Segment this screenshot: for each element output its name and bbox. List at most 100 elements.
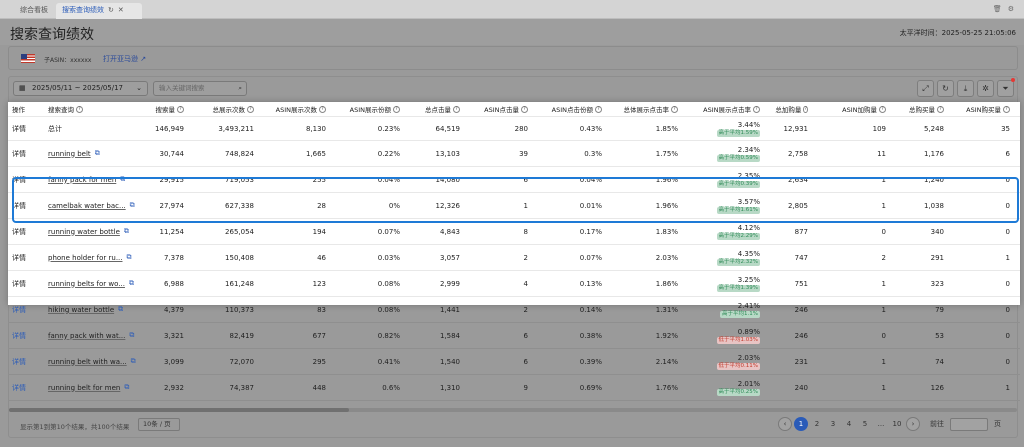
external-link-icon[interactable]: ⧉	[126, 253, 132, 261]
page-size-select[interactable]: 10条 / 页	[138, 418, 180, 431]
column-header[interactable]: 搜索量?	[152, 102, 184, 116]
search-query[interactable]: hiking water bottle ⧉	[48, 305, 124, 314]
external-link-icon[interactable]: ⧉	[129, 201, 135, 209]
cell-acart: 0	[881, 331, 886, 340]
settings-icon[interactable]: ⚙	[1007, 5, 1014, 13]
detail-link[interactable]: 详情	[12, 253, 26, 262]
close-icon[interactable]: ✕	[117, 6, 124, 14]
page-number[interactable]: ...	[877, 420, 885, 428]
filter-icon[interactable]: ⏷	[997, 78, 1015, 97]
external-link-icon[interactable]: ⧉	[94, 149, 100, 157]
column-header[interactable]: 总体展示点击率?	[614, 102, 678, 116]
reload-icon[interactable]: ↻	[937, 80, 954, 97]
help-icon[interactable]: ?	[76, 105, 83, 113]
help-icon[interactable]: ?	[937, 105, 944, 113]
help-icon[interactable]: ?	[453, 105, 460, 113]
cell-ashare: 0.6%	[382, 383, 400, 392]
column-header[interactable]: 总购买量?	[900, 102, 944, 116]
help-icon[interactable]: ?	[1003, 105, 1010, 113]
column-header[interactable]: ASIN点击量?	[474, 102, 528, 116]
search-query[interactable]: phone holder for ru... ⧉	[48, 253, 132, 262]
search-query[interactable]: running belts for wo... ⧉	[48, 279, 134, 288]
refresh-icon[interactable]: ↻	[108, 6, 114, 14]
page-number[interactable]: 1	[794, 417, 808, 431]
detail-link[interactable]: 详情	[12, 383, 26, 392]
help-icon[interactable]: ?	[177, 105, 184, 113]
help-icon[interactable]: ?	[393, 105, 400, 113]
search-query[interactable]: camelbak water bac... ⧉	[48, 201, 135, 210]
open-amazon-link[interactable]: 打开亚马逊 ↗	[103, 55, 147, 63]
column-header[interactable]: ASIN加购量?	[826, 102, 886, 116]
column-header[interactable]: 总展示次数?	[200, 102, 254, 116]
horizontal-scrollbar[interactable]	[9, 408, 1017, 412]
help-icon[interactable]: ?	[879, 105, 886, 113]
calendar-icon: ▦	[19, 84, 26, 92]
column-header[interactable]: ASIN点击份额?	[542, 102, 602, 116]
goto-page-input[interactable]	[950, 417, 988, 431]
help-icon[interactable]: ?	[521, 105, 528, 113]
cell-actr: 3.44% 高于平均1.59%	[716, 120, 760, 137]
page-number[interactable]: 5	[862, 420, 868, 428]
cell-acshare: 0.07%	[579, 253, 602, 262]
external-link-icon[interactable]: ⧉	[123, 227, 129, 235]
page-number[interactable]: 2	[814, 420, 820, 428]
prev-page-button[interactable]: ‹	[778, 417, 792, 431]
cell-imp: 627,338	[225, 201, 254, 210]
column-header[interactable]: ASIN展示点击率?	[692, 102, 760, 116]
search-query[interactable]: running belt for men ⧉	[48, 383, 130, 392]
help-icon[interactable]: ?	[753, 105, 760, 113]
column-header[interactable]: ASIN展示份额?	[338, 102, 400, 116]
page-number[interactable]: 10	[892, 420, 902, 428]
search-query[interactable]: running belt with wa... ⧉	[48, 357, 136, 366]
page-number[interactable]: 4	[846, 420, 852, 428]
detail-link[interactable]: 详情	[12, 149, 26, 158]
date-range-picker[interactable]: ▦ 2025/05/11 ~ 2025/05/17 ⌄	[13, 81, 148, 96]
detail-link[interactable]: 详情	[12, 279, 26, 288]
detail-link[interactable]: 详情	[12, 124, 26, 133]
tab-dashboard[interactable]: 综合看板	[20, 6, 48, 14]
detail-link[interactable]: 详情	[12, 305, 26, 314]
next-page-button[interactable]: ›	[906, 417, 920, 431]
detail-link[interactable]: 详情	[12, 175, 26, 184]
help-icon[interactable]: ?	[595, 105, 602, 113]
help-icon[interactable]: ?	[803, 105, 808, 113]
external-link-icon[interactable]: ⧉	[129, 331, 135, 339]
help-icon[interactable]: ?	[319, 105, 326, 113]
external-link-icon[interactable]: ⧉	[118, 305, 124, 313]
cell-clk: 2,999	[439, 279, 460, 288]
cell-clk: 12,326	[435, 201, 461, 210]
detail-link[interactable]: 详情	[12, 331, 26, 340]
external-link-icon[interactable]: ⧉	[130, 357, 136, 365]
page-unit-label: 页	[994, 420, 1001, 428]
columns-settings-icon[interactable]: ✲	[977, 80, 994, 97]
keyword-search-input[interactable]: 输入关键词搜索 ⌕	[153, 81, 247, 96]
search-query[interactable]: running belt ⧉	[48, 149, 100, 158]
trash-icon[interactable]: 🗑	[992, 5, 1002, 13]
cell-actr: 2.03% 低于平均0.11%	[716, 353, 760, 370]
search-query[interactable]: fanny pack for men ⧉	[48, 175, 126, 184]
tab-search-query-performance[interactable]: 搜索查询绩效 ↻ ✕	[56, 3, 142, 19]
scrollbar-thumb[interactable]	[9, 408, 349, 412]
help-icon[interactable]: ?	[247, 105, 254, 113]
column-header[interactable]: 总点击量?	[416, 102, 460, 116]
column-header[interactable]: 总加购量?	[775, 105, 808, 114]
detail-link[interactable]: 详情	[12, 357, 26, 366]
help-icon[interactable]: ?	[671, 105, 678, 113]
search-query[interactable]: running water bottle ⧉	[48, 227, 129, 236]
page-number[interactable]: 3	[830, 420, 836, 428]
cell-buy: 291	[930, 253, 944, 262]
external-link-icon[interactable]: ⧉	[128, 279, 134, 287]
external-link-icon[interactable]: ⧉	[120, 175, 126, 183]
cell-actr: 2.35% 高于平均0.39%	[716, 171, 760, 188]
download-icon[interactable]: ⤓	[957, 80, 974, 97]
cell-acshare: 0.04%	[579, 175, 602, 184]
detail-link[interactable]: 详情	[12, 227, 26, 236]
fullscreen-icon[interactable]: ⤢	[917, 80, 934, 97]
detail-link[interactable]: 详情	[12, 201, 26, 210]
cell-imp: 748,824	[225, 149, 254, 158]
external-link-icon[interactable]: ⧉	[124, 383, 130, 391]
column-header[interactable]: ASIN展示次数?	[268, 102, 326, 116]
table-header: 操作 搜索查询? 搜索量? 总展示次数? ASIN展示次数? ASIN展示份额? 总点击量?…	[8, 102, 1020, 117]
column-header[interactable]: ASIN购买量?	[964, 102, 1010, 116]
search-query[interactable]: fanny pack with wat... ⧉	[48, 331, 135, 340]
